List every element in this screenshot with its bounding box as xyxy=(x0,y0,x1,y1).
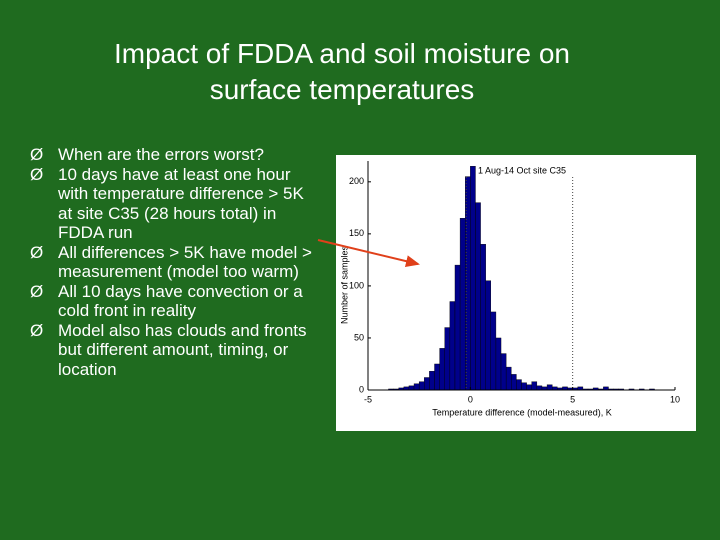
bar xyxy=(536,385,543,391)
bar xyxy=(516,379,522,391)
x-tick-label: 0 xyxy=(468,394,473,404)
bullet-text: 10 days have at least one hour with temp… xyxy=(58,164,304,243)
bullet-text: Model also has clouds and fronts but dif… xyxy=(58,320,307,379)
bullet-text: All differences > 5K have model > measur… xyxy=(58,242,312,282)
bar xyxy=(490,311,497,391)
bar xyxy=(418,381,425,391)
bar xyxy=(408,385,415,391)
bar xyxy=(485,280,492,391)
bullet-marker: Ø xyxy=(30,320,44,340)
bar xyxy=(454,264,461,391)
x-tick-label: 5 xyxy=(570,394,575,404)
bullet-item: Ø All 10 days have convection or a cold f… xyxy=(30,282,315,321)
chart: 1 Aug-14 Oct site C35 Temperature differ… xyxy=(336,155,696,431)
bar xyxy=(546,384,553,391)
bullet-marker: Ø xyxy=(30,242,44,262)
bar xyxy=(526,384,532,391)
bullet-text: All 10 days have convection or a cold fr… xyxy=(58,281,303,321)
bar xyxy=(413,383,420,391)
bar xyxy=(424,377,430,391)
y-tick-label: 0 xyxy=(359,384,364,394)
bullet-marker: Ø xyxy=(30,145,44,164)
bullet-marker: Ø xyxy=(30,281,44,301)
y-tick-label: 150 xyxy=(349,228,364,238)
bar xyxy=(475,202,481,391)
bar xyxy=(531,381,538,391)
y-tick-label: 200 xyxy=(349,176,364,186)
bar xyxy=(511,374,517,391)
bar xyxy=(434,363,440,391)
y-axis-label: Number of samples xyxy=(339,245,349,324)
bar xyxy=(521,382,527,391)
bar xyxy=(444,327,451,391)
bullet-item: Ø Model also has clouds and fronts but di… xyxy=(30,321,315,380)
x-tick-label: -5 xyxy=(364,394,372,404)
bar xyxy=(429,371,435,391)
bullet-item: Ø 10 days have at least one hour with tem… xyxy=(30,165,315,243)
bar xyxy=(439,348,445,391)
slide-title: Impact of FDDA and soil moisture on surf… xyxy=(114,38,570,105)
bullet-text: When are the errors worst? xyxy=(58,145,264,164)
bar xyxy=(505,366,512,391)
bullet-item: Ø All differences > 5K have model > measu… xyxy=(30,243,315,282)
chart-title: 1 Aug-14 Oct site C35 xyxy=(478,165,566,175)
bullet-list: Ø When are the errors worst? Ø 10 days have… xyxy=(30,145,315,379)
x-tick-label: 10 xyxy=(670,394,680,404)
bullet-marker: Ø xyxy=(30,164,44,184)
bullet-item: Ø When are the errors worst? xyxy=(30,145,315,165)
bar xyxy=(495,337,502,391)
bar xyxy=(480,244,486,391)
bar xyxy=(470,166,476,391)
bar xyxy=(459,218,466,391)
bar xyxy=(500,353,507,391)
x-axis-label: Temperature difference (model-measured),… xyxy=(432,407,611,417)
y-tick-label: 100 xyxy=(349,280,364,290)
bar xyxy=(449,301,456,391)
y-tick-label: 50 xyxy=(354,332,364,342)
